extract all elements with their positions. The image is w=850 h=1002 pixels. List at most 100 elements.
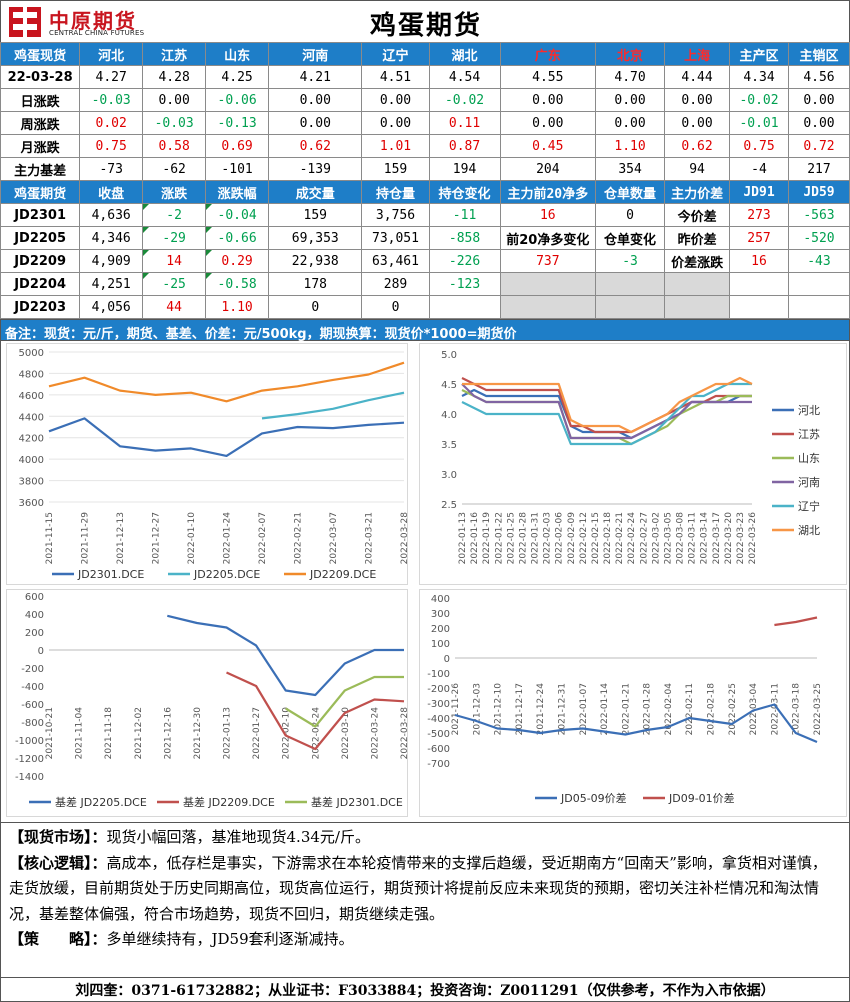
page-title: 鸡蛋期货 — [369, 11, 482, 41]
spot-cell: 0.11 — [428, 111, 501, 135]
spot-cell: 0.75 — [79, 134, 144, 158]
spot-header-cell: 湖北 — [428, 42, 501, 66]
legend-label: 河北 — [798, 404, 820, 417]
futures-header-cell: 成交量 — [268, 180, 363, 204]
y-tick-label: 4.5 — [441, 380, 457, 391]
spot-header-row: 鸡蛋现货 河北 江苏 山东 河南 辽宁 湖北 广东 北京 上海 主产区 主销区 — [0, 42, 850, 66]
futures-header-cell: 收盘 — [79, 180, 144, 204]
spot-cell: -0.06 — [205, 88, 270, 112]
futures-row: JD2209 4,909 14 0.29 22,938 63,461 -226 737 -3 价差… — [0, 249, 850, 273]
futures-cell: 22,938 — [268, 249, 363, 273]
x-tick-label: 2022-02-18 — [603, 512, 613, 565]
series-line — [48, 417, 405, 457]
futures-header-cell: 主力前20净多 — [499, 180, 597, 204]
spot-market-paragraph: 【现货市场】：现货小幅回落，基准地现货4.34元/斤。 — [9, 825, 841, 851]
x-tick-label: 2022-03-25 — [813, 683, 823, 735]
spot-cell: -0.02 — [729, 88, 789, 112]
futures-cell — [428, 295, 501, 319]
spot-header-cell: 辽宁 — [361, 42, 430, 66]
x-tick-label: 2021-11-26 — [451, 683, 461, 736]
spot-row-label: 22-03-28 — [0, 65, 81, 89]
x-tick-label: 2021-11-29 — [81, 512, 91, 565]
analysis-text: 【现货市场】：现货小幅回落，基准地现货4.34元/斤。 【核心逻辑】：高成本，低… — [0, 823, 850, 978]
futures-cell: 73,051 — [361, 226, 430, 250]
y-tick-label: 5.0 — [441, 350, 457, 361]
x-tick-label: 2021-12-16 — [163, 707, 173, 760]
futures-cell: -29 — [142, 226, 207, 250]
x-tick-label: 2022-02-15 — [591, 512, 601, 564]
x-tick-label: 2022-01-28 — [518, 512, 528, 565]
spot-cell: 0.72 — [787, 134, 850, 158]
spot-price-chart: 2.5 3.0 3.5 4.0 4.5 5.0 2022-01-13 2022-01-16 20… — [419, 343, 847, 585]
y-tick-label: 3.5 — [441, 440, 457, 451]
spot-cell: -4 — [729, 157, 789, 181]
futures-cell: 今价差 — [664, 203, 731, 227]
y-tick-label: 0 — [38, 646, 44, 657]
spot-row-label: 主力基差 — [0, 157, 81, 181]
futures-cell: 159 — [268, 203, 363, 227]
legend-label: JD2205.DCE — [193, 568, 260, 581]
futures-cell: 737 — [499, 249, 597, 273]
x-tick-label: 2021-11-04 — [75, 707, 85, 760]
spot-cell: -0.01 — [729, 111, 789, 135]
spot-cell: 0.00 — [787, 111, 850, 135]
y-tick-label: -200 — [21, 664, 44, 675]
y-tick-label: -600 — [427, 744, 450, 755]
futures-cell: 16 — [729, 249, 789, 273]
legend-label: 河南 — [798, 476, 820, 489]
report-header: 中原期货 CENTRAL CHINA FUTURES 鸡蛋期货 — [0, 0, 850, 42]
x-tick-label: 2022-02-21 — [294, 512, 304, 564]
y-tick-label: -1400 — [15, 772, 44, 783]
futures-header-cell: 涨跌 — [142, 180, 207, 204]
x-tick-label: 2022-02-09 — [567, 512, 577, 565]
spot-header-cell: 广东 — [499, 42, 597, 66]
y-tick-label: -1000 — [15, 736, 44, 747]
series-line — [774, 616, 818, 627]
y-tick-label: -200 — [427, 684, 450, 695]
basis-chart-svg: -1400 -1200 -1000 -800 -600 -400 -200 0 200 400 60… — [15, 592, 409, 809]
x-tick-label: 2022-03-14 — [700, 512, 710, 565]
y-tick-label: 200 — [25, 628, 44, 639]
futures-cell: -11 — [428, 203, 501, 227]
series-line — [461, 389, 752, 446]
x-tick-label: 2022-03-17 — [712, 512, 722, 564]
spot-cell: 0.69 — [205, 134, 270, 158]
contract-label: JD2209 — [0, 249, 81, 273]
futures-cell: -43 — [787, 249, 850, 273]
y-tick-label: 400 — [431, 594, 450, 605]
spot-row-label: 日涨跌 — [0, 88, 81, 112]
x-tick-label: 2022-01-07 — [579, 683, 589, 735]
futures-cell: 178 — [268, 272, 363, 296]
basis-chart: -1400 -1200 -1000 -800 -600 -400 -200 0 200 400 60… — [6, 589, 409, 817]
futures-cell: -25 — [142, 272, 207, 296]
contract-label: JD2204 — [0, 272, 81, 296]
spot-cell: 4.44 — [664, 65, 731, 89]
x-tick-label: 2021-10-21 — [45, 707, 55, 759]
y-tick-label: -700 — [427, 759, 450, 770]
legend-label: JD09-01价差 — [668, 791, 735, 805]
legend-label: 江苏 — [798, 428, 820, 441]
spot-row-label: 周涨跌 — [0, 111, 81, 135]
y-tick-label: -600 — [21, 700, 44, 711]
spot-market-label: 【现货市场】： — [9, 828, 107, 846]
spot-cell: -62 — [142, 157, 207, 181]
futures-cell: 价差涨跌 — [664, 249, 731, 273]
core-logic-label: 【核心逻辑】： — [9, 853, 107, 872]
spot-header-cell: 山东 — [205, 42, 270, 66]
spot-cell: 0.00 — [499, 88, 597, 112]
spot-cell: 4.27 — [79, 65, 144, 89]
spot-header-cell: 上海 — [664, 42, 731, 66]
x-tick-label: 2022-03-24 — [370, 707, 380, 760]
futures-header-cell: 鸡蛋期货 — [0, 180, 81, 204]
x-tick-label: 2022-03-28 — [400, 707, 409, 760]
x-tick-label: 2022-01-16 — [470, 512, 480, 565]
x-tick-label: 2022-02-07 — [258, 512, 268, 564]
x-tick-label: 2022-02-25 — [728, 683, 738, 735]
strategy-paragraph: 【策 略】：多单继续持有，JD59套利逐渐减持。 — [9, 927, 841, 953]
spot-header-cell: 河北 — [79, 42, 144, 66]
futures-header-cell: 主力价差 — [664, 180, 731, 204]
x-tick-label: 2021-12-02 — [134, 707, 144, 759]
futures-cell — [499, 295, 597, 319]
spot-header-cell: 主产区 — [729, 42, 789, 66]
